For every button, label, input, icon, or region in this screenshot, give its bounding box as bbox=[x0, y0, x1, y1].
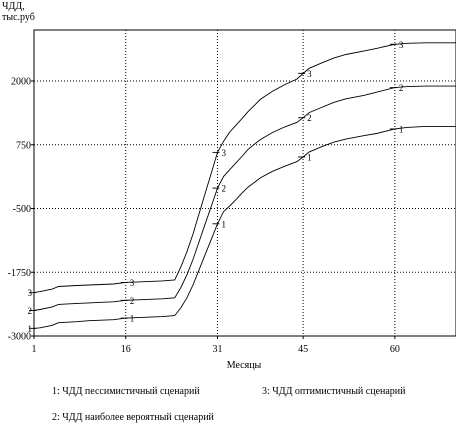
series-lines: 1 1 1 1 1 2 2 2 2 2 3 3 3 3 3 bbox=[28, 40, 456, 334]
series-marker-label-1-45: 1 bbox=[307, 152, 312, 162]
series-marker-label-1-16: 1 bbox=[130, 314, 135, 324]
series-marker-label-1-31: 1 bbox=[221, 219, 226, 229]
x-axis-label: Месяцы bbox=[227, 360, 262, 371]
series-line-1 bbox=[33, 125, 456, 329]
legend-item-most-likely: 2: ЧДД наиболее вероятный сценарий bbox=[52, 412, 214, 423]
series-marker-label-3-1: 3 bbox=[28, 288, 33, 298]
series-marker-label-1-1: 1 bbox=[28, 324, 33, 334]
legend-item-optimistic: 3: ЧДД оптимистичный сценарий bbox=[262, 386, 406, 397]
plot-area-frame bbox=[33, 29, 456, 337]
series-marker-label-3-45: 3 bbox=[307, 69, 312, 79]
x-tick-label-1: 1 bbox=[32, 344, 37, 355]
series-marker-label-3-16: 3 bbox=[130, 278, 135, 288]
chart-grid bbox=[34, 30, 456, 336]
x-tick-label-60: 60 bbox=[390, 344, 400, 355]
series-line-3 bbox=[33, 42, 456, 294]
x-tick-label-45: 45 bbox=[298, 344, 308, 355]
series-marker-label-2-31: 2 bbox=[221, 184, 226, 194]
legend-item-pessimistic: 1: ЧДД пессимистичный сценарий bbox=[52, 386, 200, 397]
y-tick-label--1750: -1750 bbox=[8, 268, 31, 279]
y-axis-ticks: -3000 -1750 -500 750 2000 bbox=[8, 77, 34, 343]
x-tick-label-31: 31 bbox=[212, 344, 222, 355]
series-marker-label-2-1: 2 bbox=[28, 306, 33, 316]
series-marker-label-3-31: 3 bbox=[221, 148, 226, 158]
x-axis-ticks: 1 16 31 45 60 bbox=[32, 336, 400, 355]
y-axis-label-line-1: ЧДД, bbox=[2, 1, 25, 12]
y-tick-label--3000: -3000 bbox=[8, 332, 31, 343]
y-tick-label-750: 750 bbox=[16, 140, 31, 151]
series-marker-label-1-60: 1 bbox=[399, 124, 404, 134]
y-axis-label-line-2: тыс.руб bbox=[2, 12, 35, 23]
series-line-2 bbox=[33, 85, 456, 311]
series-marker-label-2-45: 2 bbox=[307, 113, 312, 123]
x-tick-label-16: 16 bbox=[121, 344, 131, 355]
y-tick-label-2000: 2000 bbox=[11, 77, 31, 88]
y-tick-label--500: -500 bbox=[13, 204, 31, 215]
series-marker-label-3-60: 3 bbox=[399, 40, 404, 50]
series-marker-label-2-60: 2 bbox=[399, 83, 404, 93]
series-marker-label-2-16: 2 bbox=[130, 296, 135, 306]
